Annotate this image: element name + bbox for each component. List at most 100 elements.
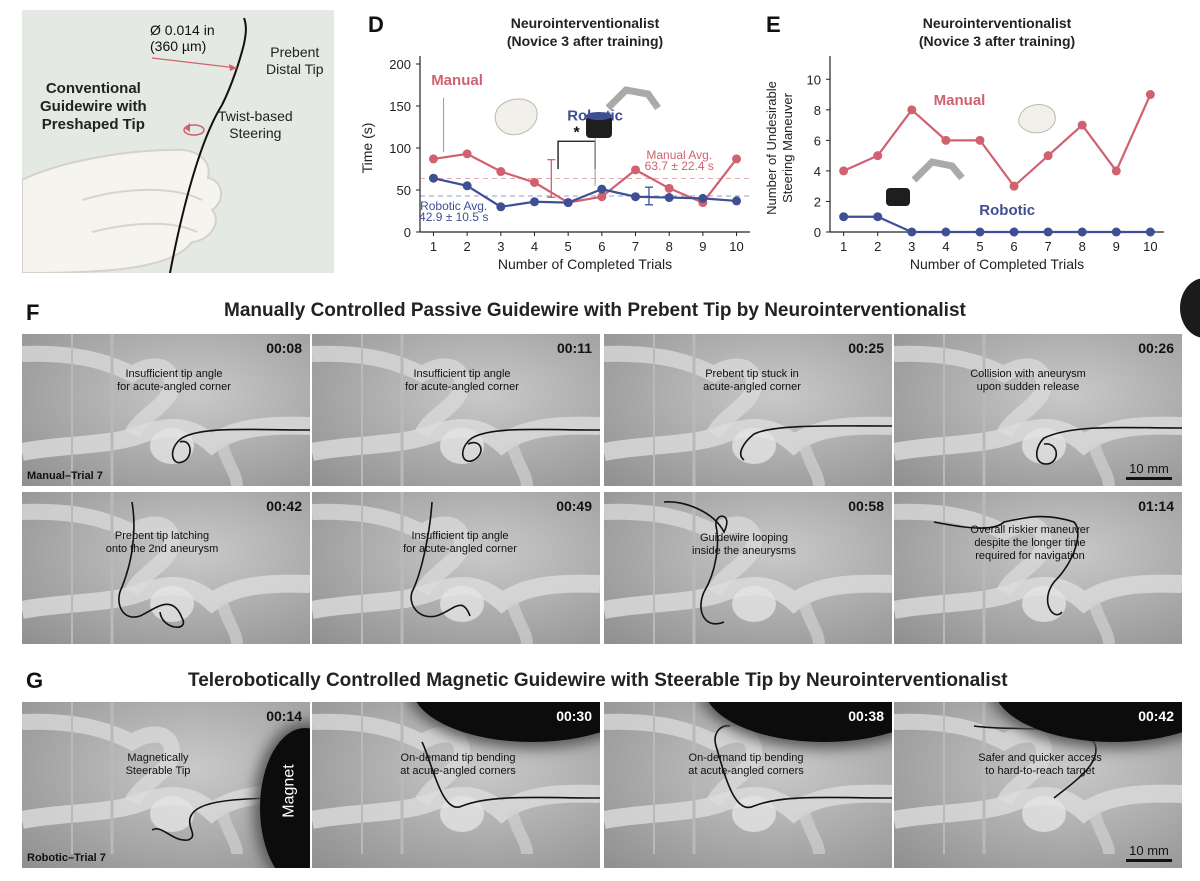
- data-point-robotic: [664, 193, 674, 203]
- frame-timestamp: 00:42: [266, 498, 302, 514]
- panel-g-title: Telerobotically Controlled Magnetic Guid…: [188, 670, 1008, 691]
- robotic-avg-value: 42.9 ± 10.5 s: [419, 210, 488, 224]
- y-tick-label: 0: [814, 225, 821, 240]
- frame-caption: Insufficient tip angle for acute-angled c…: [117, 368, 231, 393]
- data-point-manual: [873, 151, 883, 161]
- significance-bracket: [557, 140, 596, 169]
- robotic-magnet-top-icon: [586, 112, 612, 120]
- frame-g-2: 00:30 On-demand tip bending at acute-angle…: [312, 702, 600, 868]
- x-axis-label: Number of Completed Trials: [910, 256, 1084, 272]
- frame-timestamp: 00:49: [556, 498, 592, 514]
- scale-bar: 10 mm: [1126, 461, 1172, 480]
- robotic-magnet-icon: [886, 188, 910, 206]
- frame-timestamp: 00:25: [848, 340, 884, 356]
- data-point-robotic: [839, 212, 849, 222]
- manual-avg-label: Manual Avg.: [646, 148, 712, 162]
- frame-f-8: 01:14 Overall riskier maneuver despite the…: [894, 492, 1182, 644]
- fluoroscopy-image: [604, 702, 892, 855]
- frame-f-5: 00:42 Prebent tip latching onto the 2nd an…: [22, 492, 310, 644]
- conventional-guidewire-label: Conventional Guidewire with Preshaped Ti…: [40, 80, 147, 133]
- frame-timestamp: 01:14: [1138, 498, 1174, 514]
- fluoroscopy-image: [894, 702, 1182, 855]
- data-point-robotic: [462, 181, 472, 191]
- x-tick-label: 2: [874, 239, 881, 254]
- frame-timestamp: 00:30: [556, 708, 592, 724]
- frame-timestamp: 00:26: [1138, 340, 1174, 356]
- data-point-manual: [664, 183, 674, 193]
- data-point-robotic: [631, 192, 641, 202]
- chart-title: Neurointerventionalist: [923, 15, 1072, 31]
- legend-manual: Manual: [431, 72, 483, 89]
- diameter-label: Ø 0.014 in (360 µm): [150, 22, 215, 54]
- y-tick-label: 0: [404, 225, 411, 240]
- frame-f-7: 00:58 Guidewire looping inside the aneurys…: [604, 492, 892, 644]
- y-tick-label: 8: [814, 103, 821, 118]
- y-tick-label: 6: [814, 133, 821, 148]
- series-line-robotic: [433, 177, 737, 208]
- panel-d-letter: D: [368, 12, 384, 37]
- data-point-robotic: [563, 198, 573, 208]
- fluoroscopy-image: [312, 334, 600, 486]
- frame-f-2: 00:11 Insufficient tip angle for acute-ang…: [312, 334, 600, 486]
- frame-caption: Overall riskier maneuver despite the long…: [970, 524, 1090, 562]
- chart-d-time: Neurointerventionalist (Novice 3 after tr…: [359, 15, 750, 272]
- y-tick-label: 100: [389, 141, 411, 156]
- series-line-manual: [843, 94, 1152, 188]
- fluoroscopy-image: [22, 492, 310, 644]
- data-point-robotic: [1145, 227, 1155, 237]
- legend-manual: Manual: [934, 92, 986, 109]
- fluoroscopy-image: [894, 334, 1182, 486]
- manual-hand-icon: [1018, 104, 1056, 134]
- frame-g-3: 00:38 On-demand tip bending at acute-angle…: [604, 702, 892, 868]
- x-tick-label: 9: [1113, 239, 1120, 254]
- fluoroscopy-image: [604, 334, 892, 486]
- frame-caption: On-demand tip bending at acute-angled cor…: [688, 752, 804, 777]
- frame-f-3: 00:25 Prebent tip stuck in acute-angled co…: [604, 334, 892, 486]
- x-tick-label: 3: [908, 239, 915, 254]
- x-tick-label: 7: [632, 239, 639, 254]
- glove-illustration: [22, 17, 247, 273]
- magnet-label: Magnet: [280, 764, 298, 818]
- frame-g-1: Magnet 00:14 Magnetically Steerable Tip Robo…: [22, 702, 310, 868]
- data-point-robotic: [873, 212, 883, 222]
- data-point-robotic: [941, 227, 951, 237]
- x-tick-label: 4: [942, 239, 949, 254]
- data-point-manual: [529, 177, 539, 187]
- frame-timestamp: 00:14: [266, 708, 302, 724]
- data-point-manual: [1043, 151, 1053, 161]
- panel-e-letter: E: [766, 12, 781, 37]
- twist-steering-label: Twist-based Steering: [218, 108, 293, 141]
- data-point-manual: [941, 135, 951, 145]
- y-tick-label: 2: [814, 194, 821, 209]
- fluoroscopy-image: [894, 492, 1182, 644]
- data-point-robotic: [428, 173, 438, 183]
- data-point-manual: [732, 154, 742, 164]
- manual-hand-icon: [494, 98, 538, 136]
- y-tick-label: 50: [397, 183, 411, 198]
- data-point-robotic: [1077, 227, 1087, 237]
- x-tick-label: 2: [464, 239, 471, 254]
- data-point-manual: [597, 192, 607, 202]
- frame-g-4: 00:42 Safer and quicker access to hard-to-…: [894, 702, 1182, 868]
- robot-arm-icon: [605, 86, 661, 111]
- x-tick-label: 9: [699, 239, 706, 254]
- series-line-robotic: [843, 215, 1151, 234]
- data-point-robotic: [1043, 227, 1053, 237]
- frame-caption: Prebent tip latching onto the 2nd aneurys…: [105, 530, 219, 555]
- robotic-avg-label: Robotic Avg.: [420, 199, 487, 213]
- x-axis-label: Number of Completed Trials: [498, 256, 672, 272]
- x-tick-label: 6: [598, 239, 605, 254]
- frame-caption: Insufficient tip angle for acute-angled c…: [403, 530, 517, 555]
- data-point-manual: [1009, 181, 1019, 191]
- y-axis-label: Time (s): [359, 123, 375, 174]
- series-line-manual: [433, 152, 738, 204]
- scale-bar: 10 mm: [1126, 843, 1172, 862]
- panel-g-letter: G: [26, 668, 44, 693]
- y-tick-label: 200: [389, 57, 411, 72]
- data-point-manual: [975, 135, 985, 145]
- data-point-manual: [1145, 90, 1155, 100]
- data-point-manual: [631, 165, 641, 175]
- data-point-robotic: [975, 227, 985, 237]
- data-point-robotic: [1009, 227, 1019, 237]
- robotic-magnet-icon: [586, 116, 612, 138]
